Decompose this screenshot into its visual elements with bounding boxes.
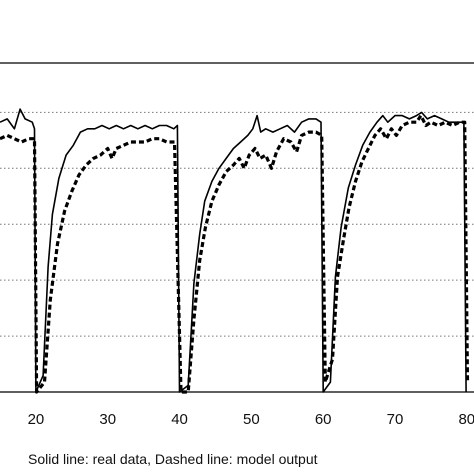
x-tick-labels: 20 30 40 50 60 70 80 (28, 411, 474, 428)
x-tick-label: 50 (243, 411, 260, 428)
x-tick-label: 20 (28, 411, 45, 428)
x-tick-label: 60 (315, 411, 332, 428)
series-layer (0, 108, 470, 394)
series-line-dashed (0, 113, 470, 394)
x-tick-label: 70 (387, 411, 404, 428)
chart-caption: Solid line: real data, Dashed line: mode… (28, 451, 318, 467)
x-tick-label: 40 (171, 411, 188, 428)
x-tick-label: 80 (458, 411, 474, 428)
grid-lines (0, 111, 474, 337)
x-tick-label: 30 (99, 411, 116, 428)
series-line-solid (0, 108, 467, 393)
